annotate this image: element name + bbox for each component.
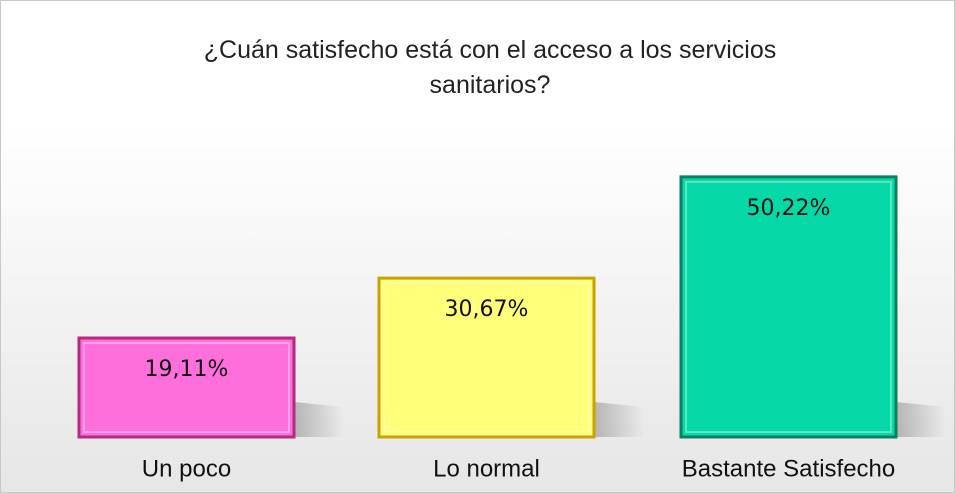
bar bbox=[77, 336, 296, 439]
bar-shadow bbox=[896, 402, 946, 437]
bar-bevel bbox=[83, 342, 290, 433]
x-tick-label: Lo normal bbox=[433, 455, 540, 482]
x-tick-label: Un poco bbox=[142, 455, 231, 482]
data-label: 50,22% bbox=[747, 196, 831, 221]
bar-shadow bbox=[594, 402, 644, 437]
x-tick-label: Bastante Satisfecho bbox=[682, 455, 895, 482]
bar-bevel bbox=[685, 180, 892, 433]
bar-bevel bbox=[383, 282, 590, 433]
bar-shadow bbox=[294, 402, 344, 437]
bar bbox=[377, 276, 596, 439]
bar bbox=[679, 175, 898, 439]
chart-title: ¿Cuán satisfecho está con el acceso a lo… bbox=[203, 36, 777, 99]
data-label: 30,67% bbox=[445, 297, 529, 322]
data-label: 19,11% bbox=[145, 357, 229, 382]
